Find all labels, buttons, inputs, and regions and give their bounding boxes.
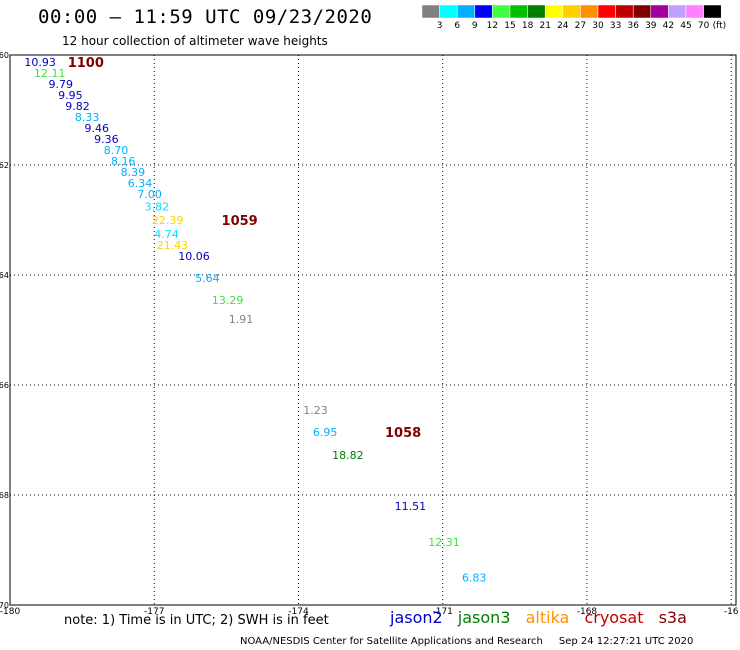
color-scale-label: 70: [698, 21, 710, 31]
wave-height-label: 7.00: [137, 188, 162, 201]
wave-height-label: 13.29: [212, 294, 244, 307]
color-scale-swatch: [615, 4, 634, 19]
color-scale-unit: (ft): [713, 21, 727, 31]
color-scale-swatch: [492, 4, 511, 19]
color-scale-swatch: [562, 4, 581, 19]
wave-height-label: 10.93: [24, 56, 56, 69]
color-scale-label: 6: [454, 21, 460, 31]
wave-height-label: 12.11: [34, 67, 66, 80]
wave-height-label: 10.06: [178, 250, 210, 263]
color-scale-label: 15: [504, 21, 515, 31]
x-tick-label: -168: [577, 607, 598, 617]
color-scale-swatch: [474, 4, 493, 19]
y-tick-label: -64: [0, 271, 9, 280]
x-tick-label: -16: [724, 607, 739, 617]
color-scale-label: 18: [522, 21, 534, 31]
wave-height-label: 3.82: [145, 200, 170, 213]
color-scale-swatch: [597, 4, 616, 19]
color-scale-swatch: [580, 4, 599, 19]
wave-height-label: 18.82: [332, 449, 364, 462]
wave-height-label: 8.70: [104, 144, 129, 157]
wave-height-label: 1.91: [229, 313, 254, 326]
color-scale-swatch: [685, 4, 704, 19]
y-tick-label: -70: [0, 601, 9, 610]
wave-height-label: 22.39: [152, 214, 184, 227]
credit-text: NOAA/NESDIS Center for Satellite Applica…: [240, 636, 543, 647]
color-scale-swatch: [650, 4, 669, 19]
wave-height-label: 11.51: [395, 500, 427, 513]
y-tick-label: -68: [0, 491, 9, 500]
y-tick-label: -62: [0, 161, 9, 170]
x-tick-label: -171: [432, 607, 452, 617]
legend-jason3: jason3: [457, 608, 511, 627]
color-scale-swatch: [527, 4, 546, 19]
legend-s3a: s3a: [658, 608, 687, 627]
color-scale-swatch: [439, 4, 458, 19]
color-scale-label: 36: [627, 21, 639, 31]
color-scale-swatch: [509, 4, 528, 19]
wave-height-label: 4.74: [154, 228, 179, 241]
wave-height-label: 1.23: [303, 404, 328, 417]
wave-height-label: 8.33: [75, 111, 100, 124]
wave-height-label: 9.46: [85, 122, 110, 135]
chart-subtitle: 12 hour collection of altimeter wave hei…: [62, 34, 328, 48]
wave-height-label: 8.16: [111, 155, 136, 168]
x-tick-label: -174: [288, 607, 309, 617]
wave-height-label: 8.39: [121, 166, 146, 179]
color-scale-label: 33: [610, 21, 621, 31]
color-scale-label: 12: [487, 21, 498, 31]
color-scale-swatch: [632, 4, 652, 19]
footer-note: note: 1) Time is in UTC; 2) SWH is in fe…: [64, 613, 329, 628]
footer-credit: NOAA/NESDIS Center for Satellite Applica…: [240, 636, 693, 647]
y-tick-label: -66: [0, 381, 9, 390]
time-annotation: 1100: [68, 56, 104, 71]
color-scale-label: 3: [437, 21, 443, 31]
color-scale-label: 45: [680, 21, 691, 31]
satellite-legend: jason2 jason3 altika cryosat s3a: [390, 608, 697, 627]
color-scale-label: 24: [557, 21, 569, 31]
color-scale-label: 42: [663, 21, 674, 31]
color-scale-label: 27: [575, 21, 586, 31]
color-scale-swatch: [456, 4, 476, 19]
chart-title: 00:00 – 11:59 UTC 09/23/2020: [38, 6, 373, 28]
wave-height-label: 9.95: [58, 89, 82, 102]
wave-height-label: 21.43: [157, 239, 189, 252]
color-scale-label: 21: [539, 21, 550, 31]
legend-altika: altika: [525, 608, 570, 627]
color-scale-label: 39: [645, 21, 657, 31]
footer-timestamp: Sep 24 12:27:21 UTC 2020: [558, 636, 694, 647]
x-tick-label: -177: [144, 607, 164, 617]
plot-frame: [9, 54, 737, 606]
wave-height-label: 9.82: [65, 100, 90, 113]
legend-jason2: jason2: [390, 608, 443, 627]
legend-cryosat: cryosat: [584, 608, 644, 627]
color-scale-swatch: [668, 4, 687, 19]
color-scale-swatch: [421, 4, 440, 19]
wave-height-label: 5.64: [195, 272, 220, 285]
x-tick-label: -180: [0, 607, 20, 617]
wave-height-label: 6.34: [128, 177, 153, 190]
wave-height-label: 9.36: [94, 133, 119, 146]
color-scale-label: 30: [592, 21, 604, 31]
y-tick-label: -60: [0, 51, 9, 60]
wave-height-label: 12.31: [428, 536, 460, 549]
time-annotation: 1059: [222, 214, 258, 229]
wave-height-label: 6.83: [462, 572, 487, 585]
wave-height-label: 6.95: [313, 426, 338, 439]
color-scale-label: 9: [472, 21, 478, 31]
color-scale-swatch: [703, 4, 722, 19]
time-annotation: 1058: [385, 426, 421, 441]
wave-height-label: 9.79: [48, 78, 73, 91]
color-scale-swatch: [544, 4, 564, 19]
